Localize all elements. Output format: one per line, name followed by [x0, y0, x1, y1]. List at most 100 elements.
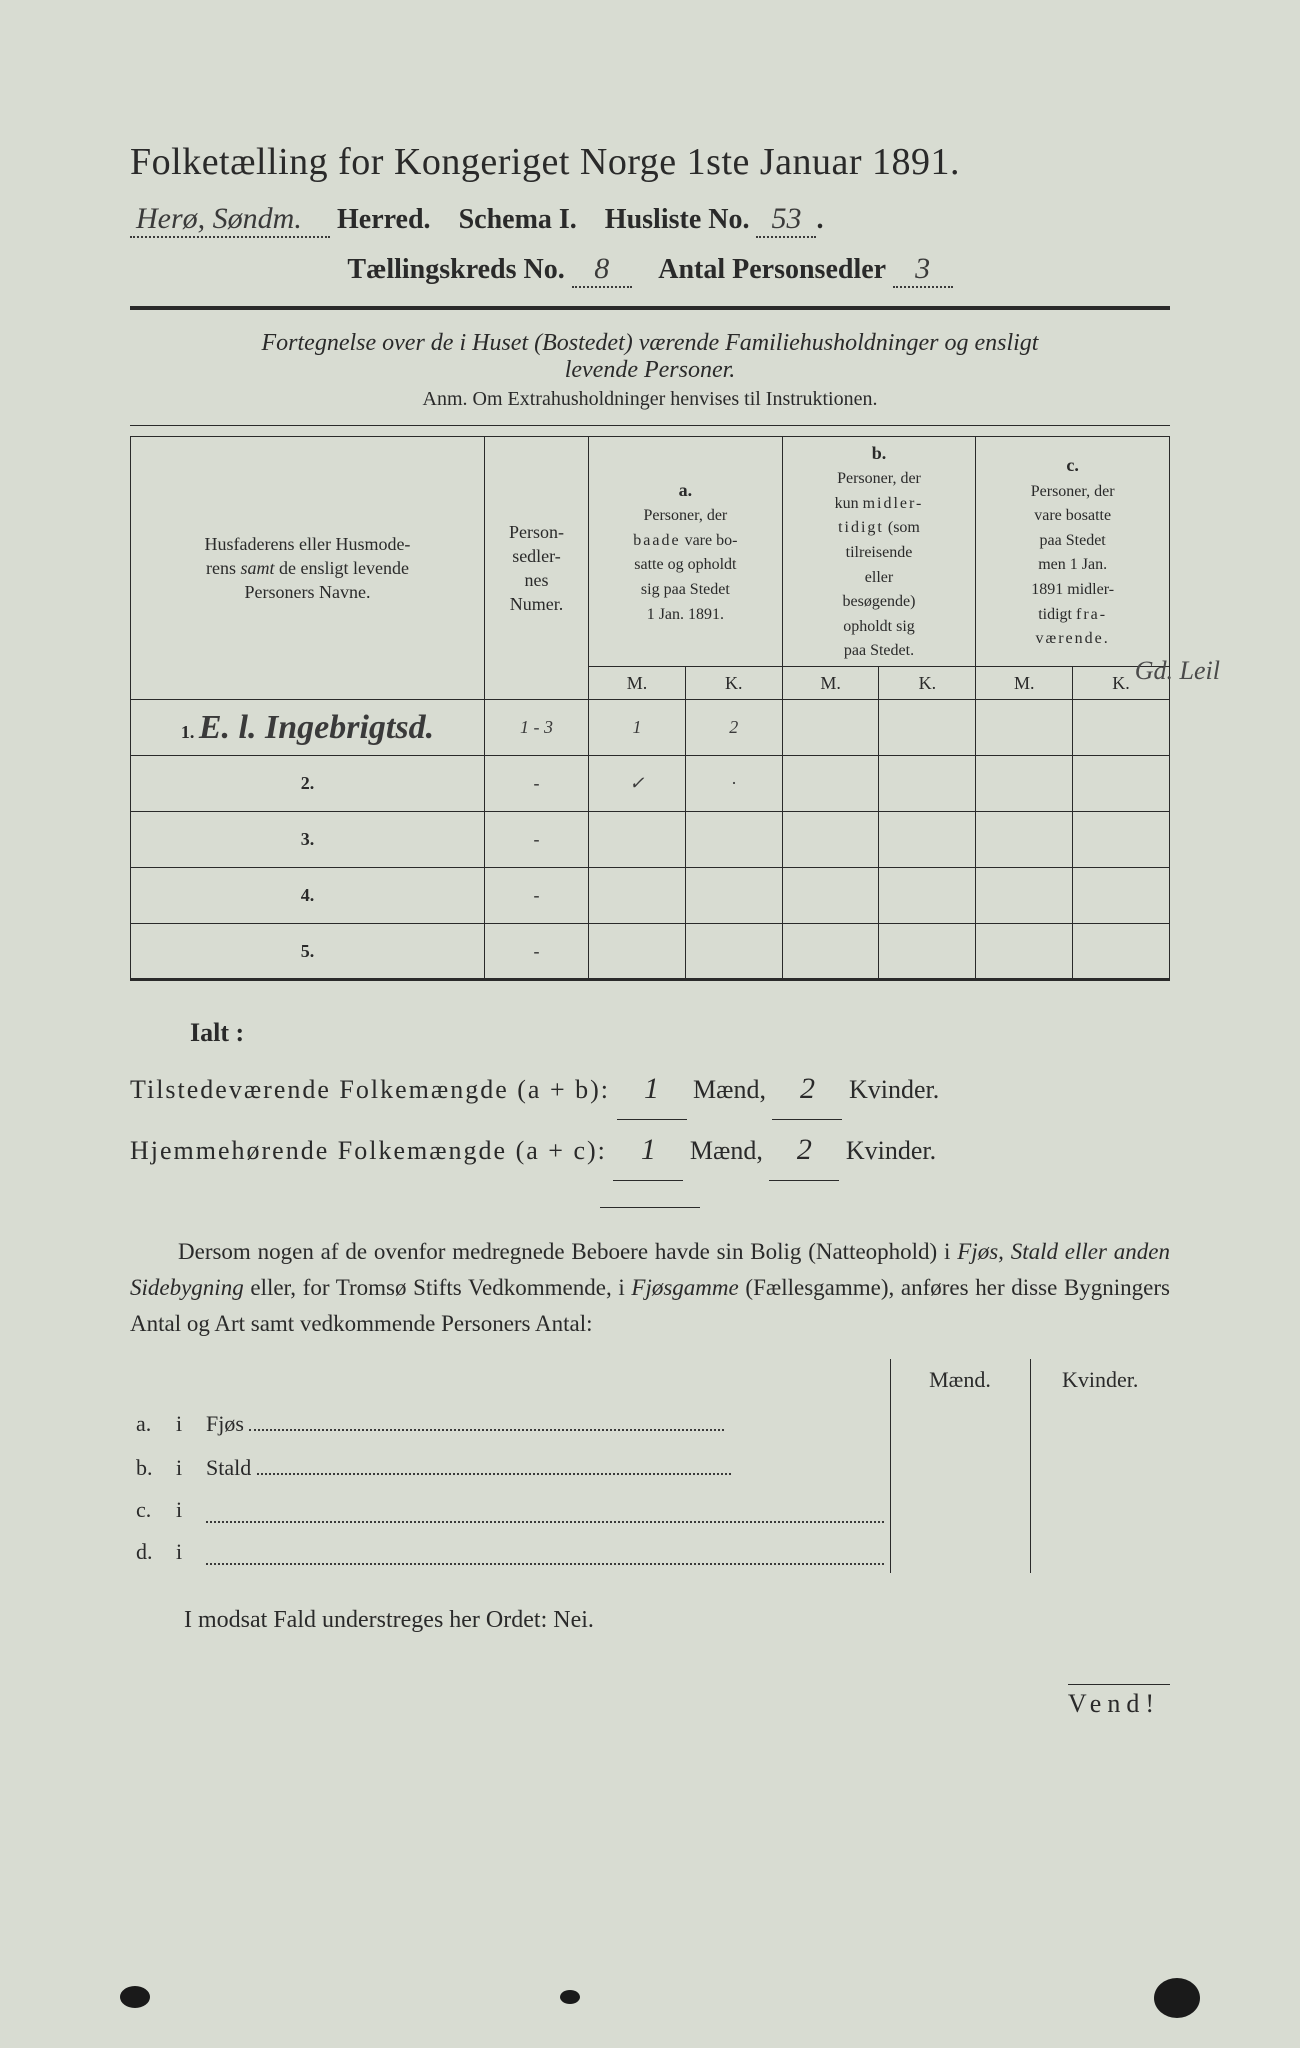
- table-row: 3. -: [131, 812, 1170, 868]
- totals-block: Ialt : Tilstedeværende Folkemængde (a + …: [130, 1007, 1170, 1181]
- table-row: 2. - ✓ ·: [131, 756, 1170, 812]
- cell-b-k: [879, 868, 976, 924]
- sub-label: Fjøs: [200, 1401, 890, 1445]
- sub-m: [890, 1489, 1030, 1531]
- maend-label: Mænd,: [693, 1075, 766, 1104]
- row-number: 2.: [131, 756, 485, 812]
- sub-k: [1030, 1531, 1170, 1573]
- col-header-b: b. Personer, derkun midler-tidigt (somti…: [782, 437, 976, 667]
- cell-b-k: [879, 812, 976, 868]
- sub-label: [200, 1531, 890, 1573]
- row-num: -: [484, 868, 588, 924]
- sub-i: i: [170, 1445, 200, 1489]
- kreds-label: Tællingskreds No.: [347, 254, 564, 285]
- row-name: 1. E. l. Ingebrigtsd.: [131, 700, 485, 756]
- col-c-label: c.: [1066, 455, 1079, 475]
- cell-c-m: [976, 868, 1073, 924]
- col-b-k: K.: [879, 667, 976, 700]
- col-c-m: M.: [976, 667, 1073, 700]
- col-header-c: c. Personer, dervare bosattepaa Stedetme…: [976, 437, 1170, 667]
- cell-b-m: [782, 812, 879, 868]
- cell-a-m: [589, 812, 686, 868]
- vend-label: Vend!: [1068, 1684, 1170, 1719]
- cell-c-m: [976, 812, 1073, 868]
- divider: [130, 306, 1170, 310]
- sub-label: [200, 1489, 890, 1531]
- sub-k: [1030, 1489, 1170, 1531]
- cell-a-m: [589, 924, 686, 980]
- sub-header: Mænd. Kvinder.: [130, 1359, 1170, 1401]
- ink-blot-icon: [120, 1986, 150, 2008]
- row-number: 3.: [131, 812, 485, 868]
- row-num: -: [484, 756, 588, 812]
- ink-blot-icon: [1154, 1978, 1200, 2018]
- sub-m: [890, 1531, 1030, 1573]
- sub-i: i: [170, 1401, 200, 1445]
- totals-line-1: Tilstedeværende Folkemængde (a + b): 1 M…: [130, 1059, 1170, 1120]
- table-row: 5. -: [131, 924, 1170, 980]
- cell-a-k: ·: [685, 756, 782, 812]
- margin-note: Gd. Leil: [1135, 656, 1220, 686]
- bottom-line: I modsat Fald understreges her Ordet: Ne…: [130, 1607, 1170, 1634]
- cell-c-m: [976, 700, 1073, 756]
- maend-label: Mænd,: [690, 1136, 763, 1165]
- instruction-paragraph: Dersom nogen af de ovenfor medregnede Be…: [130, 1234, 1170, 1341]
- census-form-page: Folketælling for Kongeriget Norge 1ste J…: [70, 60, 1230, 1988]
- header-row-2: Tællingskreds No. 8 Antal Personsedler 3: [130, 252, 1170, 288]
- hjemme-k: 2: [769, 1120, 839, 1181]
- sub-k: [1030, 1401, 1170, 1445]
- cell-b-k: [879, 756, 976, 812]
- sub-a: a.: [130, 1401, 170, 1445]
- cell-b-m: [782, 756, 879, 812]
- row-num: -: [484, 924, 588, 980]
- col-header-a: a. Personer, derbaade vare bo-satte og o…: [589, 437, 783, 667]
- hjemme-label: Hjemmehørende Folkemængde (a + c):: [130, 1136, 607, 1165]
- row-number: 1.: [181, 722, 195, 742]
- cell-c-m: [976, 924, 1073, 980]
- cell-b-m: [782, 700, 879, 756]
- cell-a-k: [685, 868, 782, 924]
- cell-a-m: [589, 868, 686, 924]
- husliste-label: Husliste No.: [605, 204, 750, 235]
- sub-k: [1030, 1445, 1170, 1489]
- husliste-value: 53: [756, 202, 816, 238]
- subtitle: Fortegnelse over de i Huset (Bostedet) v…: [130, 330, 1170, 384]
- table-header-row: Husfaderens eller Husmode-rens samt de e…: [131, 437, 1170, 667]
- sub-row: a. i Fjøs: [130, 1401, 1170, 1445]
- ink-blot-icon: [560, 1990, 580, 2004]
- divider: [130, 425, 1170, 426]
- row-num: 1 - 3: [484, 700, 588, 756]
- cell-b-k: [879, 700, 976, 756]
- main-table: Husfaderens eller Husmode-rens samt de e…: [130, 436, 1170, 981]
- col-b-m: M.: [782, 667, 879, 700]
- sub-a: b.: [130, 1445, 170, 1489]
- totals-line-2: Hjemmehørende Folkemængde (a + c): 1 Mæn…: [130, 1120, 1170, 1181]
- cell-c-k: [1073, 924, 1170, 980]
- cell-b-m: [782, 868, 879, 924]
- sub-kvinder: Kvinder.: [1030, 1359, 1170, 1401]
- sub-row: d. i: [130, 1531, 1170, 1573]
- cell-b-m: [782, 924, 879, 980]
- antal-value: 3: [893, 252, 953, 288]
- header-row-1: Herø, Søndm. Herred. Schema I. Husliste …: [130, 202, 1170, 238]
- cell-b-k: [879, 924, 976, 980]
- tilstede-label: Tilstedeværende Folkemængde (a + b):: [130, 1075, 610, 1104]
- kvinder-label: Kvinder.: [846, 1136, 936, 1165]
- bottom-text: I modsat Fald understreges her Ordet: Ne…: [184, 1607, 594, 1633]
- sub-label-text: Stald: [206, 1455, 251, 1480]
- herred-value: Herø, Søndm.: [130, 202, 330, 238]
- sub-row: b. i Stald: [130, 1445, 1170, 1489]
- cell-c-m: [976, 756, 1073, 812]
- cell-a-k: [685, 812, 782, 868]
- cell-a-k: 2: [685, 700, 782, 756]
- sub-m: [890, 1401, 1030, 1445]
- cell-a-m: 1: [589, 700, 686, 756]
- cell-c-k: [1073, 812, 1170, 868]
- kreds-value: 8: [572, 252, 632, 288]
- sub-label-text: Fjøs: [206, 1411, 244, 1436]
- sub-a: d.: [130, 1531, 170, 1573]
- kvinder-label: Kvinder.: [849, 1075, 939, 1104]
- subtitle-line2: levende Personer.: [565, 357, 736, 383]
- col-header-num: Person-sedler-nesNumer.: [484, 437, 588, 700]
- main-table-wrap: Gd. Leil Husfaderens eller Husmode-rens …: [130, 436, 1170, 981]
